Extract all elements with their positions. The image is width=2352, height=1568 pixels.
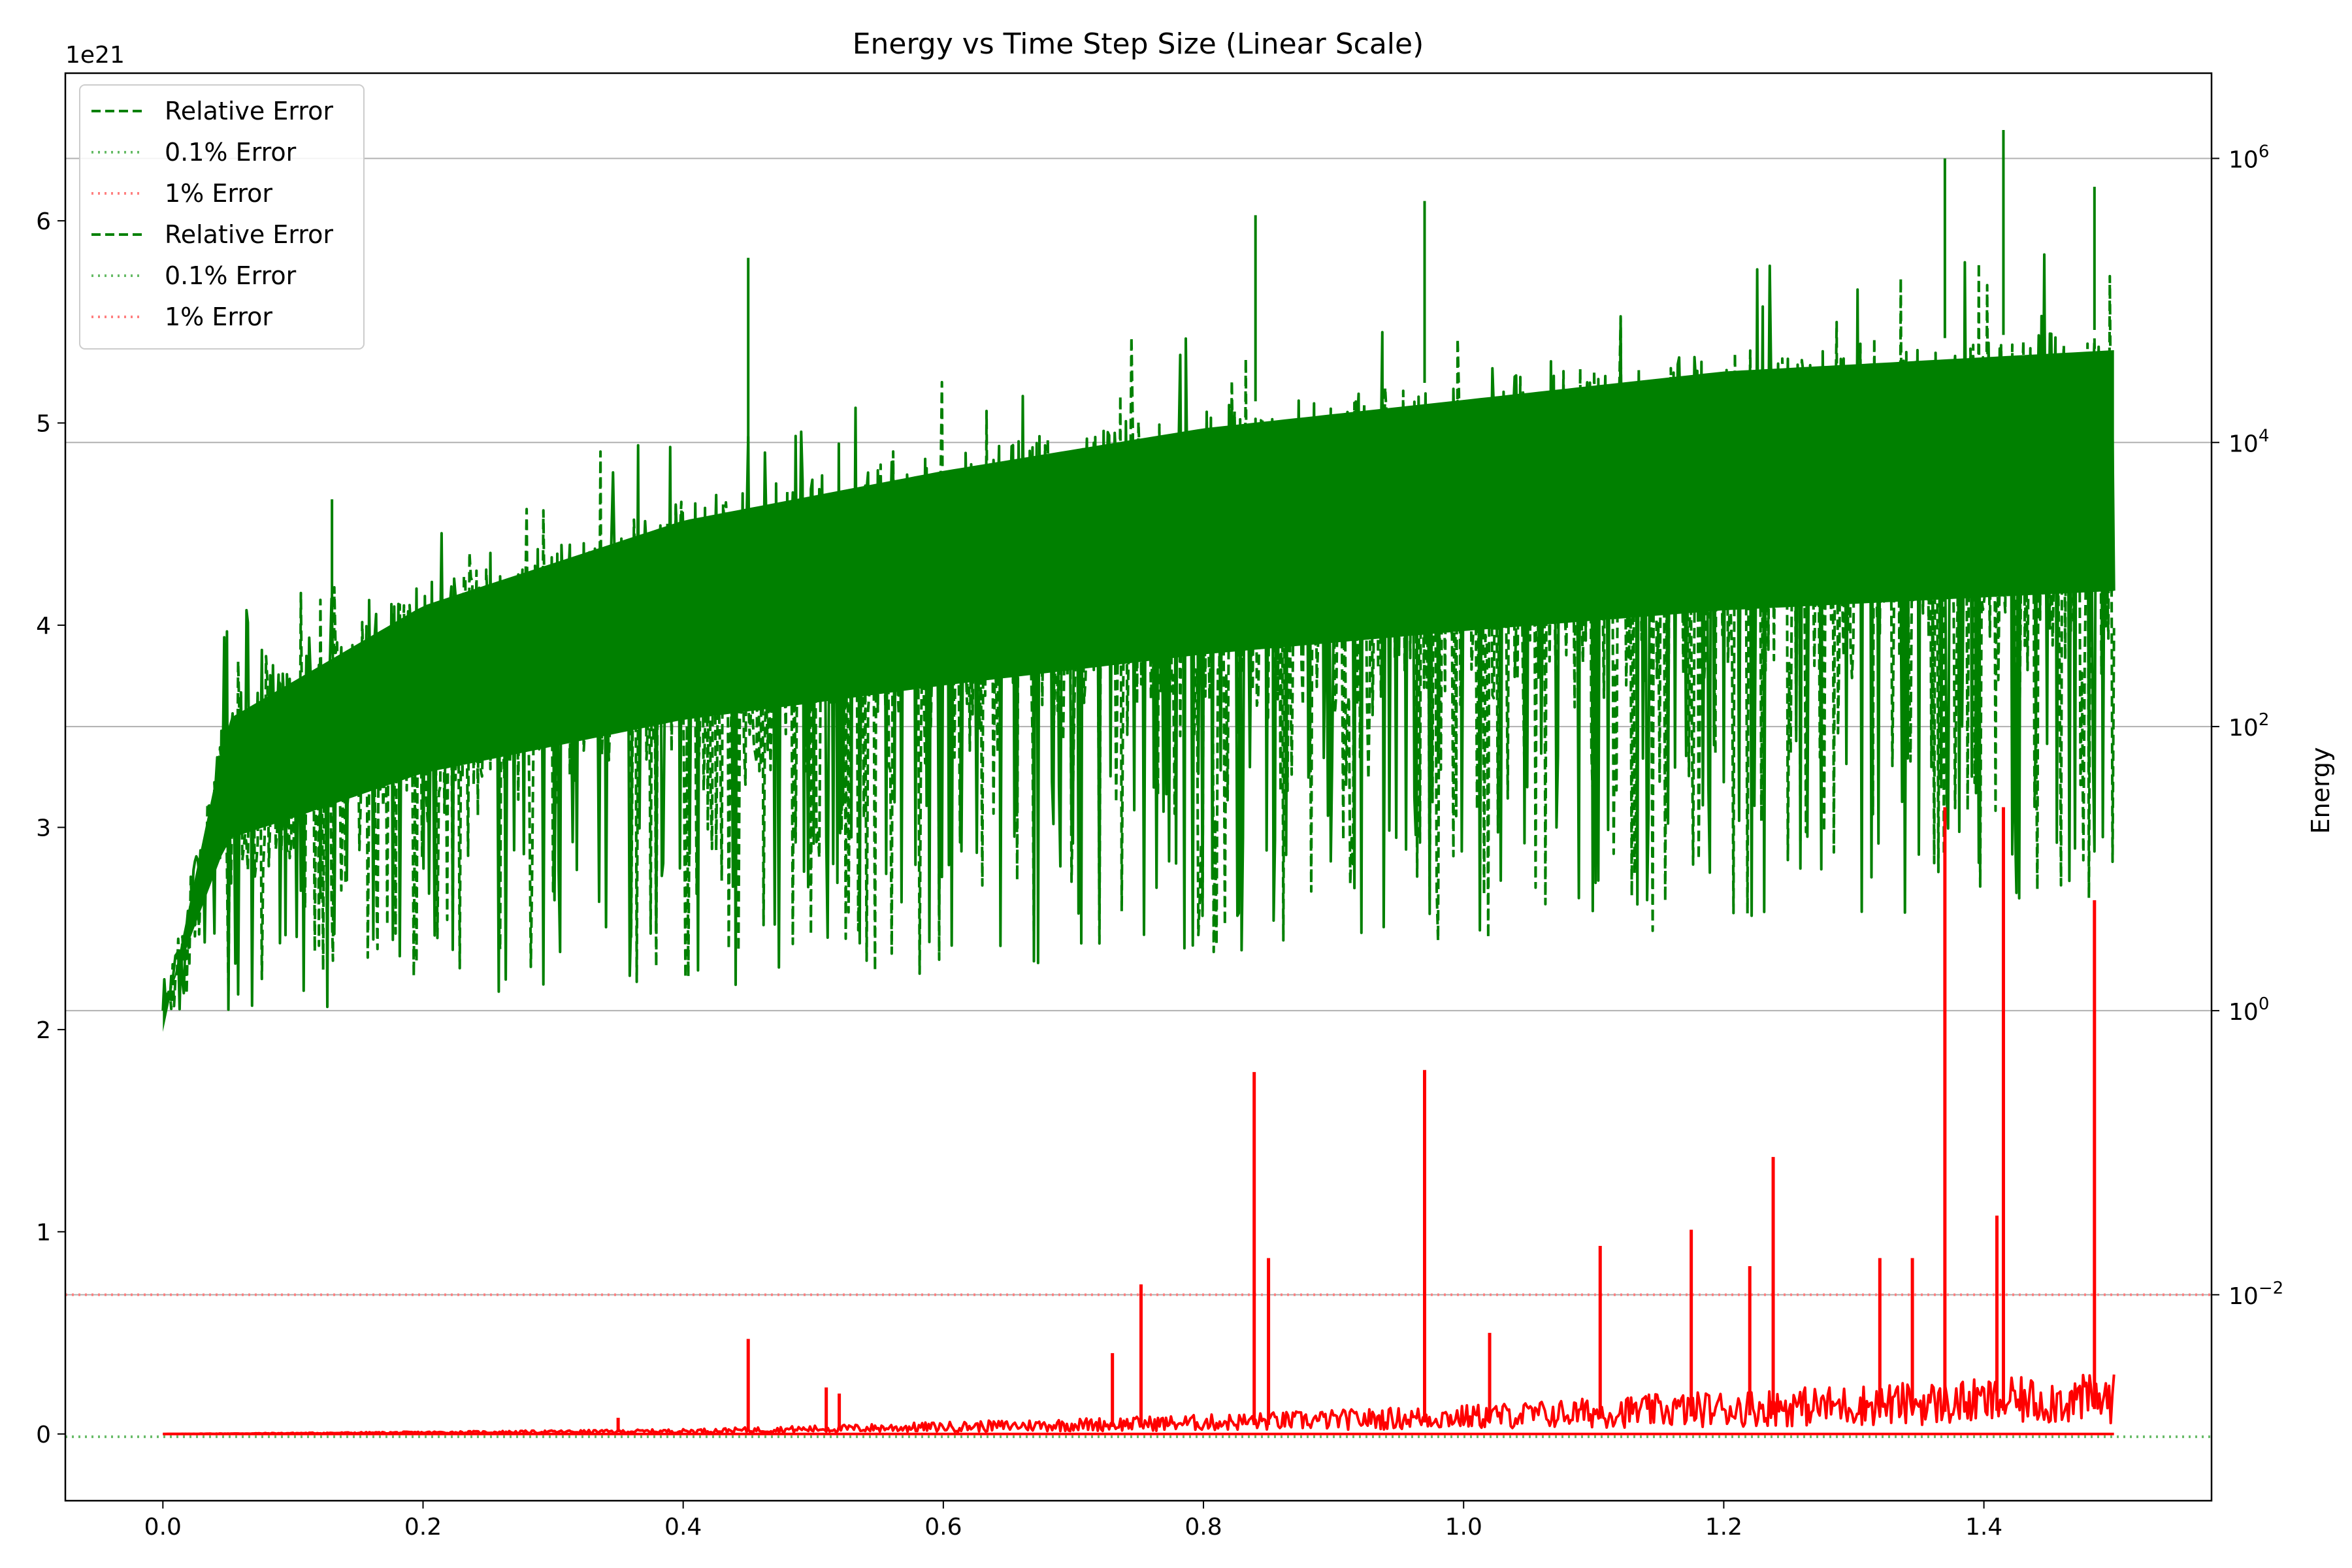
relative-error-series	[161, 129, 2115, 1032]
left-y-tick-label: 6	[36, 208, 51, 235]
right-y-tick-label: 104	[2229, 426, 2269, 457]
legend-entry-label: 1% Error	[165, 179, 272, 208]
legend-entry-label: 1% Error	[165, 302, 272, 331]
left-y-tick-label: 0	[36, 1422, 51, 1448]
x-tick-label: 0.2	[404, 1514, 442, 1541]
x-axis: 0.0 0.2 0.4 0.6 0.8 1.0 1.2 1.4	[144, 1501, 2002, 1541]
left-axis-offset-label: 1e21	[65, 42, 125, 69]
chart-title: Energy vs Time Step Size (Linear Scale)	[853, 27, 1424, 61]
x-tick-label: 0.8	[1184, 1514, 1222, 1541]
relative-error-band	[163, 350, 2114, 1032]
right-y-tick-label: 102	[2229, 710, 2269, 742]
left-y-tick-label: 5	[36, 410, 51, 437]
legend-box	[79, 84, 365, 350]
right-y-tick-label: 106	[2229, 142, 2269, 173]
energy-series	[163, 807, 2115, 1435]
plot-frame	[64, 72, 2213, 1502]
right-y-tick-label: 10−2	[2229, 1279, 2283, 1310]
x-tick-label: 0.6	[924, 1514, 962, 1541]
right-axis-label: Energy	[2306, 747, 2335, 834]
left-y-axis: 0 1 2 3 4 5 6	[36, 208, 65, 1448]
legend-entry-label: Relative Error	[165, 97, 333, 125]
x-tick-label: 0.4	[664, 1514, 702, 1541]
legend: Relative Error 0.1% Error 1% Error Relative…	[79, 84, 365, 350]
reference-lines	[65, 1293, 2212, 1439]
left-y-tick-label: 2	[36, 1017, 51, 1044]
right-y-tick-label: 100	[2229, 994, 2269, 1026]
legend-entry-label: 0.1% Error	[165, 261, 297, 290]
left-y-tick-label: 1	[36, 1219, 51, 1246]
left-y-tick-label: 3	[36, 815, 51, 841]
right-y-axis: 106 104 102 100 10−2	[2212, 142, 2283, 1310]
legend-entry-label: 0.1% Error	[165, 138, 297, 167]
x-tick-label: 1.2	[1705, 1514, 1742, 1541]
left-y-tick-label: 4	[36, 613, 51, 640]
x-tick-label: 0.0	[144, 1514, 182, 1541]
x-tick-label: 1.4	[1965, 1514, 2002, 1541]
x-tick-label: 1.0	[1445, 1514, 1482, 1541]
legend-entry-label: Relative Error	[165, 220, 333, 249]
